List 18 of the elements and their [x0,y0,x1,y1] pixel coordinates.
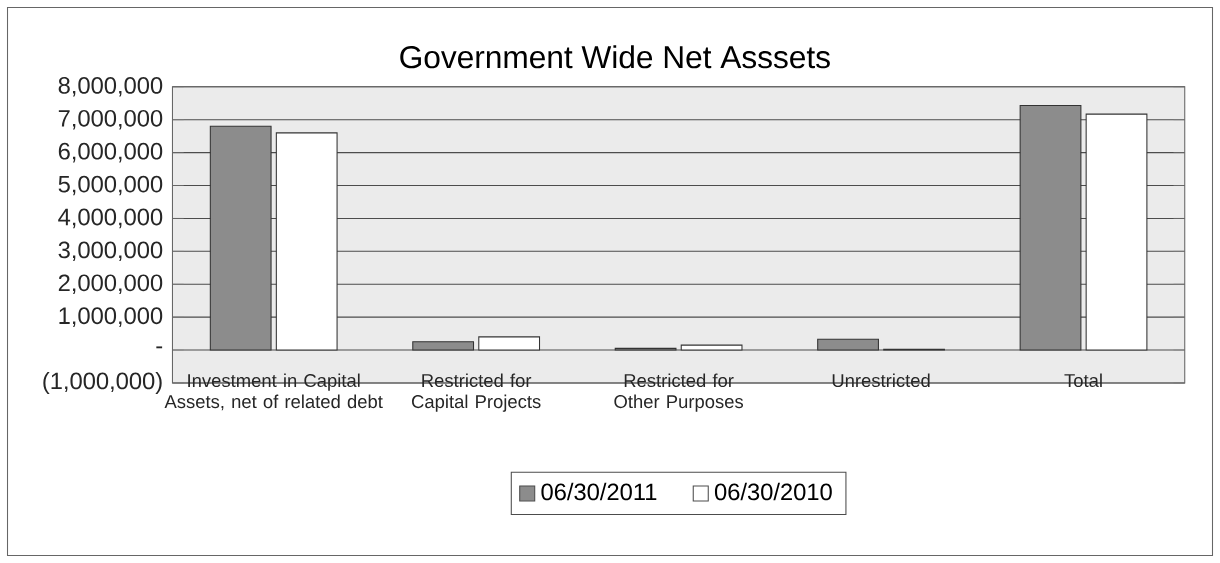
x-tick-label: Restricted for Capital Projects [412,373,541,412]
y-tick-label: 6,000,000 [58,142,163,163]
legend-label: 06/30/2010 [714,482,832,501]
x-tick-label: Unrestricted [832,373,930,388]
y-tick-label: 1,000,000 [59,307,163,327]
legend-label: 06/30/2011 [541,482,657,501]
x-tick-label: Total [1064,373,1102,388]
y-tick-label: - [156,346,163,349]
y-tick-label: 8,000,000 [58,77,163,97]
y-tick-label: 5,000,000 [58,175,163,196]
y-tick-label: 3,000,000 [58,241,163,262]
y-tick-label: (1,000,000) [43,371,162,395]
y-tick-label: 4,000,000 [58,208,163,229]
y-tick-label: 7,000,000 [58,109,163,130]
x-tick-label: Restricted for Other Purposes [614,373,744,412]
x-tick-label: Investment in Capital Assets, net of related debt [164,373,383,411]
chart-title: Government Wide Net Asssets [400,45,830,69]
y-tick-label: 2,000,000 [58,274,163,295]
